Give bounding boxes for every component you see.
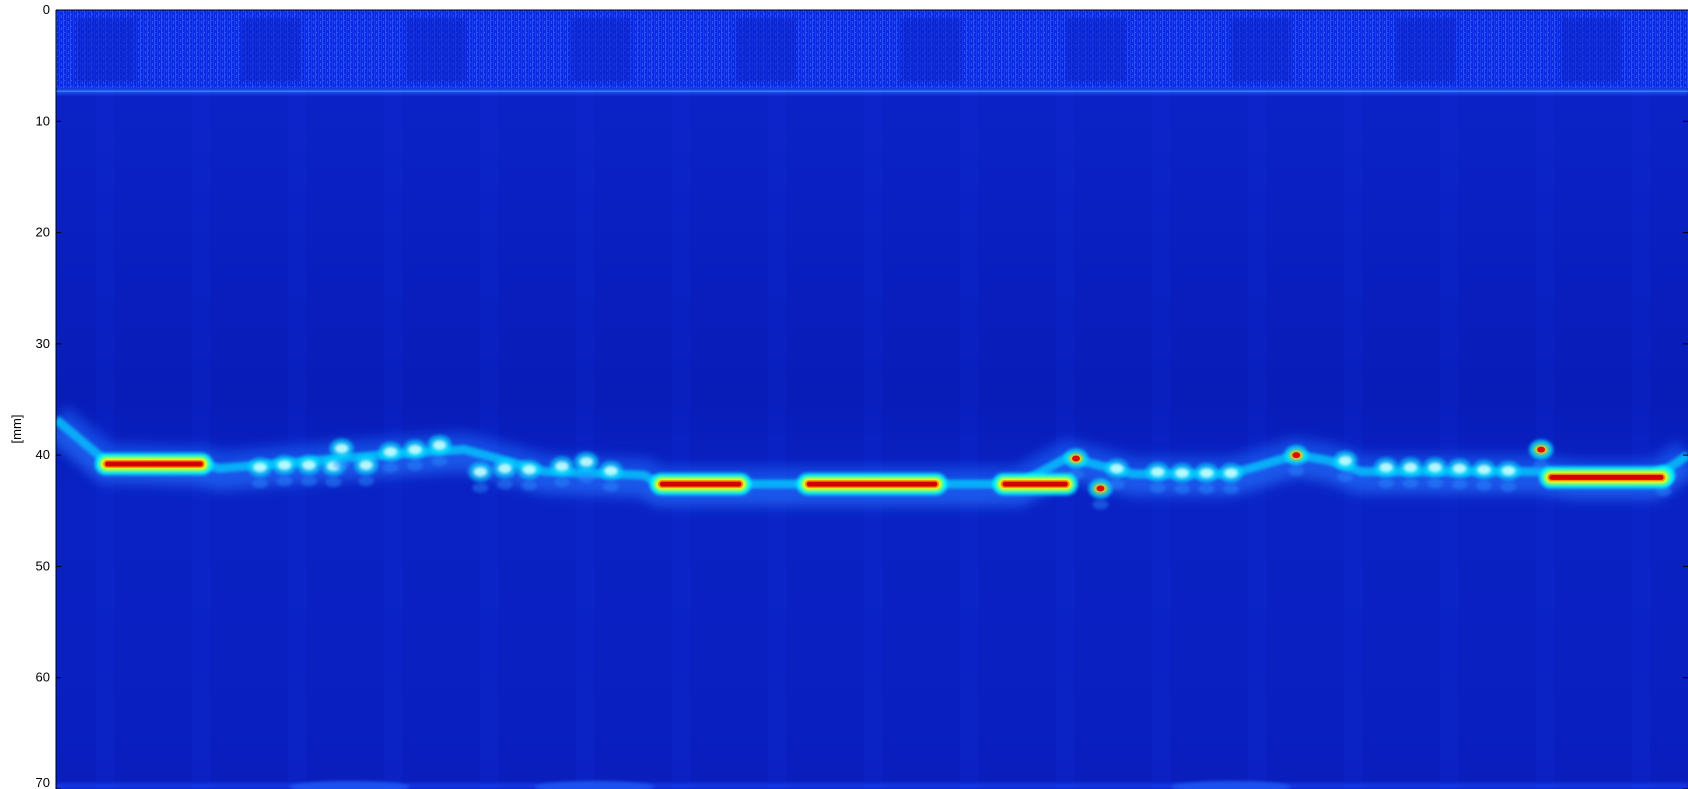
point-echo bbox=[468, 461, 493, 493]
point-echo bbox=[296, 455, 321, 487]
point-echo bbox=[329, 438, 354, 470]
strong-echo bbox=[94, 453, 213, 476]
column-stripe bbox=[288, 87, 306, 789]
point-echo bbox=[574, 451, 599, 483]
point-echo bbox=[1472, 459, 1496, 491]
column-stripe bbox=[480, 87, 498, 789]
column-stripe bbox=[1248, 87, 1266, 789]
near-surface-blob bbox=[571, 18, 631, 82]
near-surface-band bbox=[56, 10, 1688, 88]
point-echo bbox=[403, 439, 428, 471]
strong-echo-layer bbox=[94, 453, 1674, 496]
interface-line bbox=[56, 88, 1688, 95]
column-stripe bbox=[1056, 87, 1074, 789]
point-echo bbox=[517, 459, 542, 491]
near-surface-blob bbox=[76, 18, 136, 82]
near-surface-blob bbox=[1561, 18, 1621, 82]
point-echo bbox=[272, 455, 297, 487]
point-echo bbox=[378, 441, 403, 473]
point-echo bbox=[1374, 457, 1399, 489]
column-stripe bbox=[864, 87, 882, 789]
point-echo bbox=[1088, 478, 1113, 510]
point-echo bbox=[598, 460, 623, 492]
y-tick-label: 0 bbox=[43, 2, 50, 17]
point-echo bbox=[1529, 439, 1554, 471]
y-tick-label: 60 bbox=[36, 670, 50, 685]
strong-echo bbox=[649, 473, 752, 496]
point-echo bbox=[1447, 458, 1472, 490]
point-echo bbox=[248, 457, 272, 489]
point-echo bbox=[549, 456, 574, 488]
near-surface-blob bbox=[406, 18, 466, 82]
point-echo bbox=[1170, 462, 1195, 494]
y-tick-label: 30 bbox=[36, 336, 50, 351]
point-echo bbox=[1145, 461, 1170, 493]
plot-background bbox=[56, 10, 1688, 789]
near-surface-blob bbox=[1066, 18, 1126, 82]
y-ticks bbox=[56, 9, 1688, 789]
point-echo bbox=[427, 435, 452, 467]
column-stripe bbox=[1440, 87, 1458, 789]
strong-echo bbox=[796, 473, 948, 496]
near-surface-blob bbox=[901, 18, 961, 82]
point-echo bbox=[1104, 458, 1129, 490]
y-axis-label: [mm] bbox=[9, 415, 24, 444]
near-surface-blob bbox=[1396, 18, 1456, 82]
point-echo bbox=[1194, 462, 1219, 494]
bottom-echo-line bbox=[56, 783, 1688, 789]
y-tick-label: 20 bbox=[36, 225, 50, 240]
point-echo bbox=[1219, 462, 1244, 494]
y-tick-label: 40 bbox=[36, 447, 50, 462]
point-echo-layer bbox=[248, 435, 1676, 510]
y-tick-label: 10 bbox=[36, 113, 50, 128]
strong-echo bbox=[992, 473, 1078, 496]
column-stripe bbox=[768, 87, 786, 789]
column-stripe bbox=[1632, 87, 1650, 789]
y-tick-label: 70 bbox=[36, 775, 50, 789]
near-surface-blob bbox=[1231, 18, 1291, 82]
column-stripe bbox=[96, 87, 114, 789]
column-stripe bbox=[672, 87, 690, 789]
column-stripe bbox=[192, 87, 210, 789]
bottom-echo-layer bbox=[56, 781, 1688, 789]
y-tick-label: 50 bbox=[36, 558, 50, 573]
near-surface-blob bbox=[241, 18, 301, 82]
column-stripe bbox=[960, 87, 978, 789]
strong-echo bbox=[1539, 466, 1674, 489]
point-echo bbox=[1333, 450, 1358, 482]
y-tick-labels: 0 10 20 30 40 50 60 70 bbox=[36, 2, 50, 789]
column-stripe bbox=[1152, 87, 1170, 789]
near-surface-blob bbox=[736, 18, 796, 82]
point-echo bbox=[354, 455, 379, 487]
point-echo bbox=[1496, 460, 1521, 492]
point-echo bbox=[1284, 445, 1309, 477]
column-stripe bbox=[1344, 87, 1362, 789]
column-stripe bbox=[1536, 87, 1554, 789]
point-echo bbox=[1423, 457, 1448, 489]
column-stripe bbox=[576, 87, 594, 789]
point-echo bbox=[1398, 457, 1423, 489]
point-echo bbox=[492, 458, 517, 490]
